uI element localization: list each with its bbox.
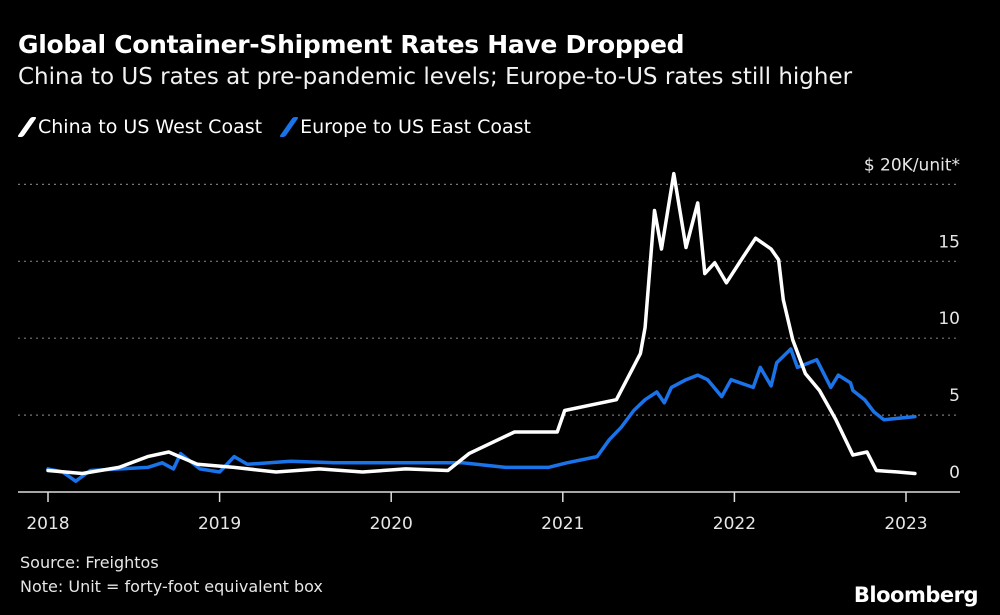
x-tick-label: 2023: [884, 514, 927, 534]
x-tick-label: 2021: [541, 514, 584, 534]
unit-note: Note: Unit = forty-foot equivalent box: [20, 577, 323, 596]
series-line-china-to-us-west-coast: [46, 171, 917, 476]
legend: China to US West Coast Europe to US East…: [16, 116, 531, 138]
source-note: Source: Freightos: [20, 553, 159, 572]
x-tick-label: 2020: [370, 514, 413, 534]
y-tick-label: $ 20K/unit*: [864, 155, 960, 175]
bloomberg-logo: Bloomberg: [853, 583, 979, 607]
y-tick-label: 5: [949, 386, 960, 406]
legend-label: China to US West Coast: [38, 116, 263, 138]
x-tick-label: 2019: [198, 514, 241, 534]
legend-item-china: China to US West Coast: [16, 116, 263, 138]
legend-item-europe: Europe to US East Coast: [279, 116, 531, 138]
x-tick-label: 2022: [713, 514, 756, 534]
chart-subtitle: China to US rates at pre-pandemic levels…: [18, 64, 853, 90]
legend-label: Europe to US East Coast: [300, 116, 531, 138]
y-tick-label: 0: [949, 463, 960, 483]
x-tick-label: 2018: [26, 514, 69, 534]
y-tick-label: 10: [938, 309, 960, 329]
y-tick-label: 15: [938, 232, 960, 252]
chart-title: Global Container-Shipment Rates Have Dro…: [18, 30, 685, 59]
